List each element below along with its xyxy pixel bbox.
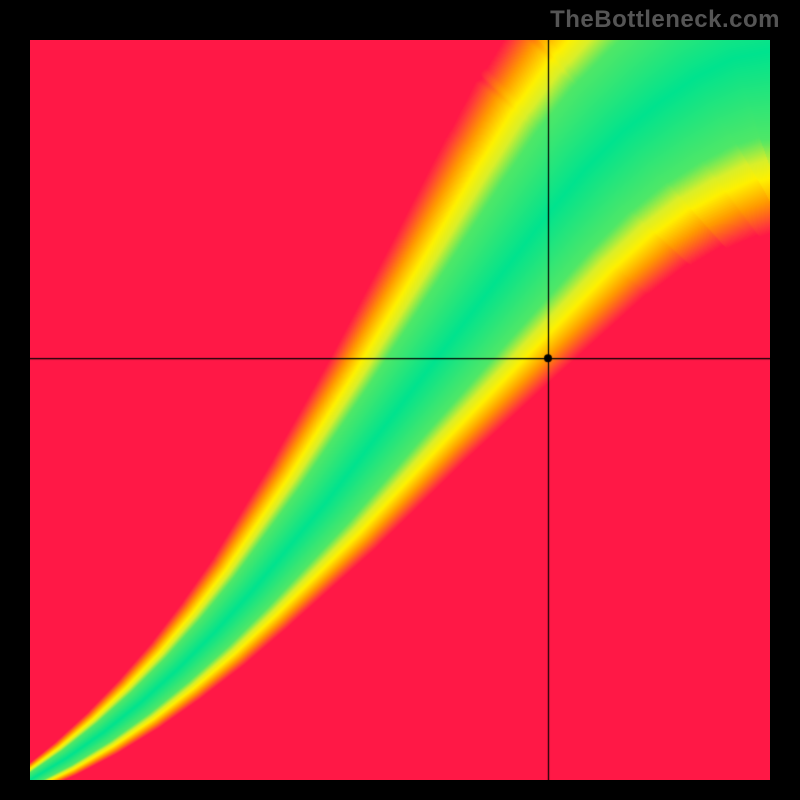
watermark-label: TheBottleneck.com bbox=[550, 6, 780, 34]
bottleneck-heatmap bbox=[30, 40, 770, 780]
